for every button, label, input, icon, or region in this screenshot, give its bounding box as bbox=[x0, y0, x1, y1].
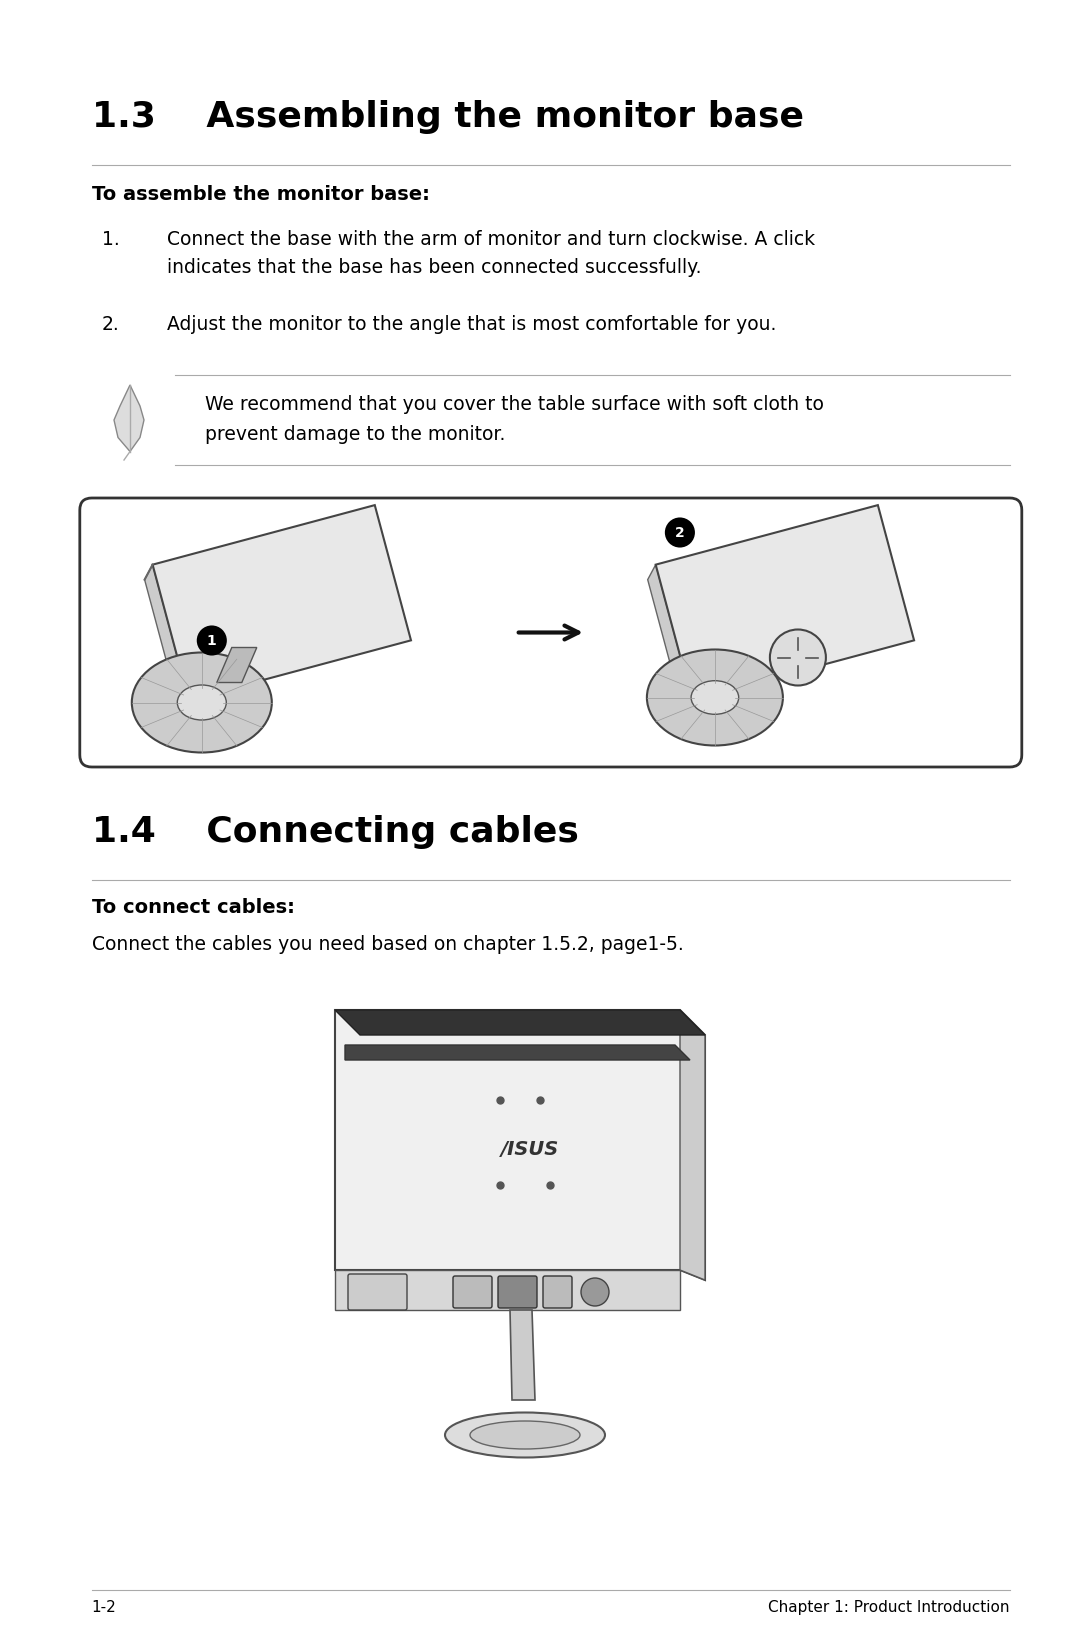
FancyBboxPatch shape bbox=[498, 1276, 537, 1308]
Polygon shape bbox=[648, 565, 692, 714]
Polygon shape bbox=[335, 1010, 705, 1280]
Polygon shape bbox=[335, 1010, 705, 1035]
Polygon shape bbox=[217, 648, 257, 682]
Text: 1.3    Assembling the monitor base: 1.3 Assembling the monitor base bbox=[92, 99, 804, 133]
Circle shape bbox=[666, 519, 693, 547]
Ellipse shape bbox=[445, 1412, 605, 1458]
FancyBboxPatch shape bbox=[453, 1276, 492, 1308]
Ellipse shape bbox=[470, 1420, 580, 1450]
Ellipse shape bbox=[691, 680, 739, 714]
Text: 1-2: 1-2 bbox=[92, 1599, 117, 1616]
Text: 1.4    Connecting cables: 1.4 Connecting cables bbox=[92, 815, 579, 849]
Text: Connect the cables you need based on chapter 1.5.2, page1-5.: Connect the cables you need based on cha… bbox=[92, 936, 684, 953]
Text: Chapter 1: Product Introduction: Chapter 1: Product Introduction bbox=[768, 1599, 1010, 1616]
Text: To assemble the monitor base:: To assemble the monitor base: bbox=[92, 185, 430, 203]
FancyBboxPatch shape bbox=[543, 1276, 572, 1308]
Polygon shape bbox=[114, 386, 144, 452]
Ellipse shape bbox=[647, 649, 783, 745]
Ellipse shape bbox=[132, 652, 272, 753]
Text: We recommend that you cover the table surface with soft cloth to: We recommend that you cover the table su… bbox=[205, 395, 824, 413]
Circle shape bbox=[770, 630, 826, 685]
Circle shape bbox=[198, 626, 226, 654]
Text: To connect cables:: To connect cables: bbox=[92, 898, 295, 918]
Text: /ISUS: /ISUS bbox=[501, 1141, 559, 1158]
Text: 1: 1 bbox=[207, 633, 217, 648]
Polygon shape bbox=[345, 1045, 690, 1061]
Polygon shape bbox=[145, 565, 189, 714]
Text: Connect the base with the arm of monitor and turn clockwise. A click: Connect the base with the arm of monitor… bbox=[166, 229, 815, 249]
Circle shape bbox=[581, 1277, 609, 1306]
Text: Adjust the monitor to the angle that is most comfortable for you.: Adjust the monitor to the angle that is … bbox=[166, 316, 777, 334]
Text: 2: 2 bbox=[675, 526, 685, 540]
Text: 2.: 2. bbox=[102, 316, 120, 334]
FancyBboxPatch shape bbox=[80, 498, 1022, 766]
FancyBboxPatch shape bbox=[348, 1274, 407, 1310]
Text: prevent damage to the monitor.: prevent damage to the monitor. bbox=[205, 425, 505, 444]
Polygon shape bbox=[680, 1010, 705, 1280]
Polygon shape bbox=[335, 1271, 680, 1310]
Polygon shape bbox=[510, 1310, 535, 1399]
Polygon shape bbox=[656, 504, 914, 700]
Polygon shape bbox=[152, 504, 411, 700]
Text: 1.: 1. bbox=[102, 229, 120, 249]
Text: indicates that the base has been connected successfully.: indicates that the base has been connect… bbox=[166, 259, 701, 277]
Ellipse shape bbox=[177, 685, 227, 721]
